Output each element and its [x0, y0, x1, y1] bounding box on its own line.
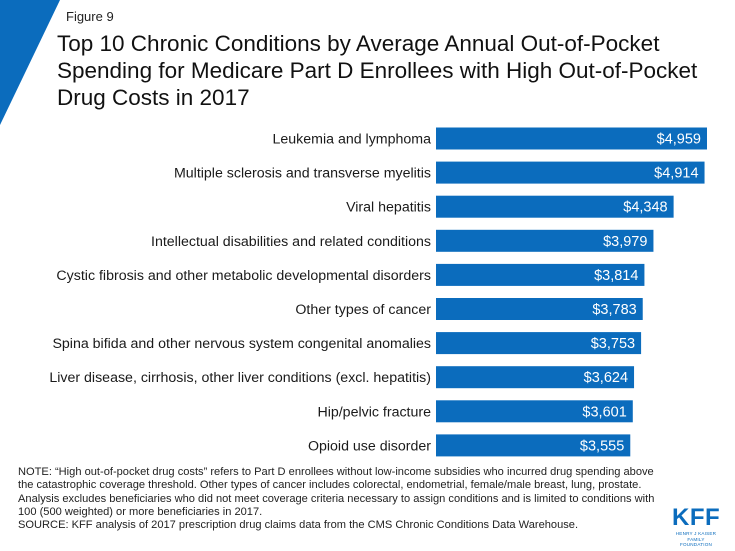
kff-logo: KFF HENRY J KAISER FAMILY FOUNDATION — [672, 506, 720, 548]
bar-4 — [436, 263, 645, 286]
bar-1 — [436, 161, 705, 184]
bar-3 — [436, 229, 654, 252]
value-label: $3,979 — [603, 234, 647, 250]
bar-5 — [436, 298, 643, 320]
category-label: Opioid use disorder — [308, 438, 431, 454]
category-label: Cystic fibrosis and other metabolic deve… — [56, 268, 431, 284]
value-label: $4,959 — [657, 132, 701, 148]
category-label: Leukemia and lymphoma — [272, 132, 431, 148]
figure-label: Figure 9 — [66, 9, 114, 24]
category-label: Liver disease, cirrhosis, other liver co… — [49, 370, 431, 386]
bar-0 — [436, 127, 707, 150]
logo-text: KFF — [672, 504, 721, 531]
value-label: $3,555 — [580, 438, 624, 454]
value-label: $3,601 — [582, 404, 626, 420]
bar-9 — [436, 434, 631, 457]
logo-subtext-2: FAMILY FOUNDATION — [679, 537, 713, 548]
category-label: Hip/pelvic fracture — [317, 404, 431, 420]
bars-group: Leukemia and lymphoma $4,959 Multiple scle… — [49, 127, 707, 457]
category-label: Viral hepatitis — [346, 200, 431, 216]
footnote: NOTE: “High out-of-pocket drug costs” re… — [18, 466, 668, 532]
bar-2 — [436, 195, 674, 218]
value-label: $3,624 — [584, 370, 628, 386]
category-label: Intellectual disabilities and related co… — [151, 234, 431, 250]
value-label: $3,814 — [594, 268, 638, 284]
value-label: $3,753 — [591, 336, 635, 352]
logo-subtext-1: HENRY J KAISER — [675, 531, 717, 536]
value-label: $4,348 — [623, 200, 667, 216]
value-label: $3,783 — [592, 302, 636, 318]
category-label: Other types of cancer — [295, 302, 431, 318]
bar-7 — [436, 366, 635, 389]
category-label: Spina bifida and other nervous system co… — [52, 336, 431, 352]
category-label: Multiple sclerosis and transverse myelit… — [174, 166, 431, 182]
bar-6 — [436, 332, 642, 355]
note-text: NOTE: “High out-of-pocket drug costs” re… — [18, 466, 655, 518]
source-text: SOURCE: KFF analysis of 2017 prescriptio… — [18, 519, 579, 532]
chart-title: Top 10 Chronic Conditions by Average Ann… — [57, 31, 698, 110]
value-label: $4,914 — [654, 166, 698, 182]
corner-decoration — [0, 0, 60, 125]
bar-8 — [436, 400, 633, 423]
